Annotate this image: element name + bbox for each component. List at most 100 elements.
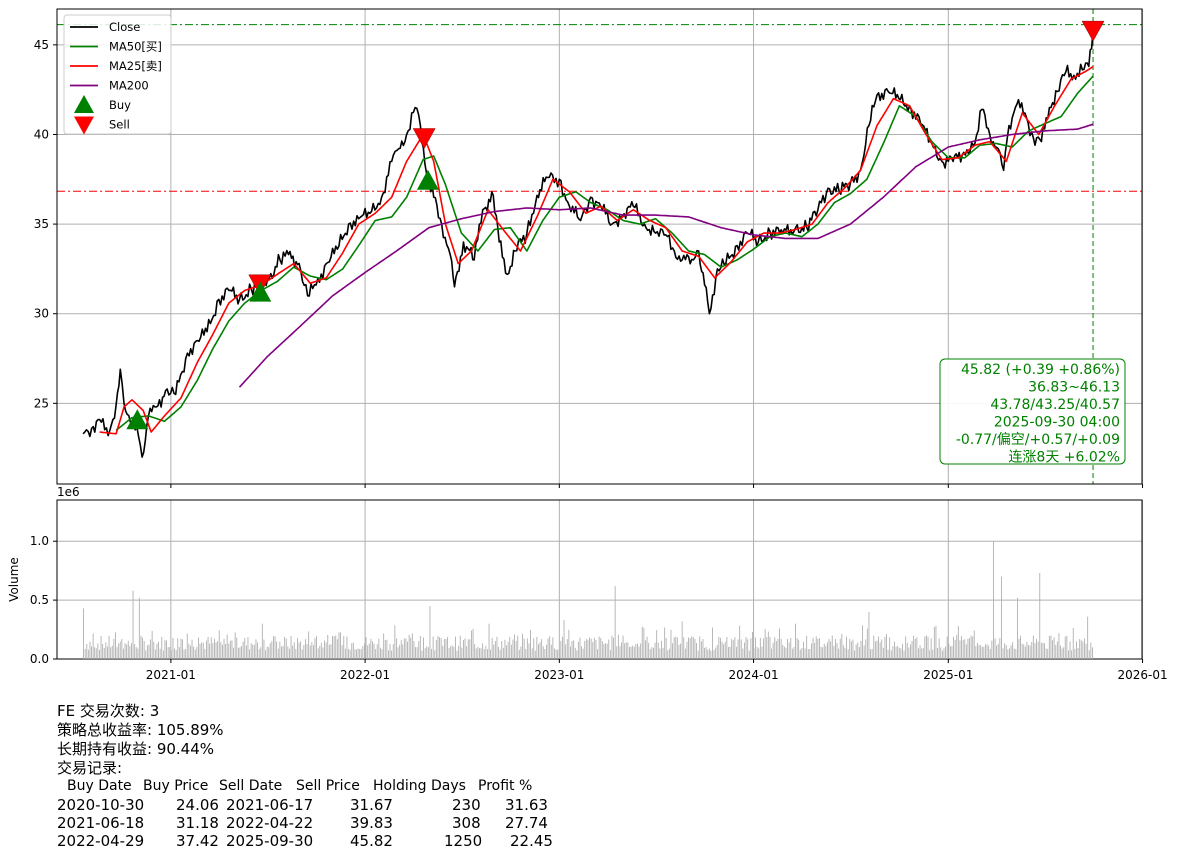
volume-offset-label: 1e6: [57, 485, 80, 499]
volume-bar: [483, 649, 485, 659]
volume-bar: [298, 642, 300, 659]
volume-bar: [728, 647, 729, 659]
volume-bar: [498, 647, 499, 659]
volume-bar: [410, 637, 412, 659]
volume-bar: [100, 635, 102, 659]
volume-bar: [1074, 648, 1076, 659]
volume-bar: [170, 650, 172, 659]
volume-bar: [708, 648, 710, 659]
volume-bar: [194, 649, 196, 659]
volume-bar: [860, 641, 862, 659]
volume-bar: [394, 625, 396, 659]
volume-bar: [597, 649, 598, 659]
volume-bar: [724, 641, 726, 659]
volume-bar: [1058, 633, 1060, 659]
buy-marker: [249, 281, 272, 302]
volume-bar: [276, 641, 278, 659]
volume-bar: [509, 636, 511, 659]
buy-marker: [126, 409, 149, 430]
volume-bar: [494, 641, 496, 659]
volume-bar: [131, 643, 132, 659]
volume-bar: [562, 636, 563, 659]
volume-bar: [820, 646, 822, 659]
volume-bar: [142, 637, 143, 659]
volume-bar: [517, 635, 519, 659]
trade-buy-price: 31.18: [176, 814, 219, 832]
volume-bar: [712, 627, 713, 659]
volume-bar: [271, 641, 273, 659]
volume-bar: [1002, 648, 1004, 659]
volume-bar: [1061, 648, 1063, 659]
volume-bar: [113, 638, 115, 659]
volume-bar: [761, 646, 763, 659]
volume-bar: [435, 639, 437, 659]
volume-bar: [241, 646, 242, 659]
volume-bar: [557, 649, 559, 659]
volume-bar: [804, 648, 806, 659]
volume-bar: [662, 647, 664, 659]
volume-bar: [573, 640, 575, 659]
volume-bar: [408, 634, 410, 659]
volume-bar: [1053, 637, 1055, 659]
volume-bar: [1050, 635, 1052, 659]
volume-bar: [764, 629, 766, 659]
volume-bar: [403, 638, 405, 659]
volume-bar: [282, 645, 284, 659]
volume-bar: [783, 646, 785, 659]
volume-bar: [161, 637, 163, 659]
volume-bar: [568, 629, 570, 659]
volume-bar: [704, 647, 705, 659]
volume-bar: [699, 636, 701, 659]
volume-bar: [681, 621, 683, 659]
volume-bar: [661, 640, 662, 659]
volume-bar: [1018, 638, 1020, 659]
trade-log-title: 交易记录:: [57, 759, 123, 777]
volume-bar: [656, 630, 658, 659]
volume-bar: [186, 633, 188, 659]
volume-bar: [570, 646, 571, 659]
volume-bar: [935, 625, 937, 659]
volume-bar: [229, 640, 231, 659]
trade-sell-price: 45.82: [350, 832, 393, 850]
volume-bar: [929, 650, 931, 659]
volume-bar: [908, 647, 910, 659]
volume-bar: [287, 646, 289, 659]
volume-bar: [150, 639, 151, 659]
volume-bar: [750, 638, 752, 659]
volume-bar: [479, 648, 480, 659]
volume-bar: [705, 647, 707, 659]
price-y-tick-label: 35: [34, 217, 49, 231]
volume-bar: [988, 645, 990, 659]
volume-bar: [676, 637, 678, 659]
volume-bar: [249, 649, 250, 659]
volume-bar: [383, 633, 385, 659]
volume-bar: [959, 640, 961, 659]
volume-bar: [215, 642, 217, 659]
price-panel: 25 30 35 40 45 Close MA50[买] MA25[卖] MA200 Buy Sel…: [34, 8, 1144, 488]
volume-bar: [285, 638, 287, 659]
volume-bar: [183, 649, 185, 659]
volume-bar: [817, 639, 819, 659]
volume-bar: [389, 644, 391, 659]
volume-bar: [897, 645, 899, 659]
volume-bar: [158, 641, 159, 659]
volume-bar: [367, 645, 369, 659]
volume-bar: [525, 648, 527, 659]
volume-bar: [801, 648, 803, 659]
trade-sell-date: 2021-06-17: [226, 796, 314, 814]
volume-bar: [616, 646, 618, 659]
volume-bar: [878, 636, 879, 659]
volume-bar: [994, 638, 996, 659]
volume-bar: [482, 643, 484, 659]
volume-bar: [871, 648, 873, 659]
volume-bar: [172, 638, 174, 659]
volume-bar: [346, 636, 348, 659]
volume-bar: [332, 636, 333, 659]
volume-bar: [777, 638, 779, 659]
volume-bar: [962, 640, 964, 659]
volume-bar: [148, 644, 150, 659]
volume-bar: [364, 643, 365, 659]
volume-bar: [327, 635, 329, 659]
volume-bar: [619, 646, 621, 659]
trade-holding-days: 1250: [444, 832, 483, 850]
